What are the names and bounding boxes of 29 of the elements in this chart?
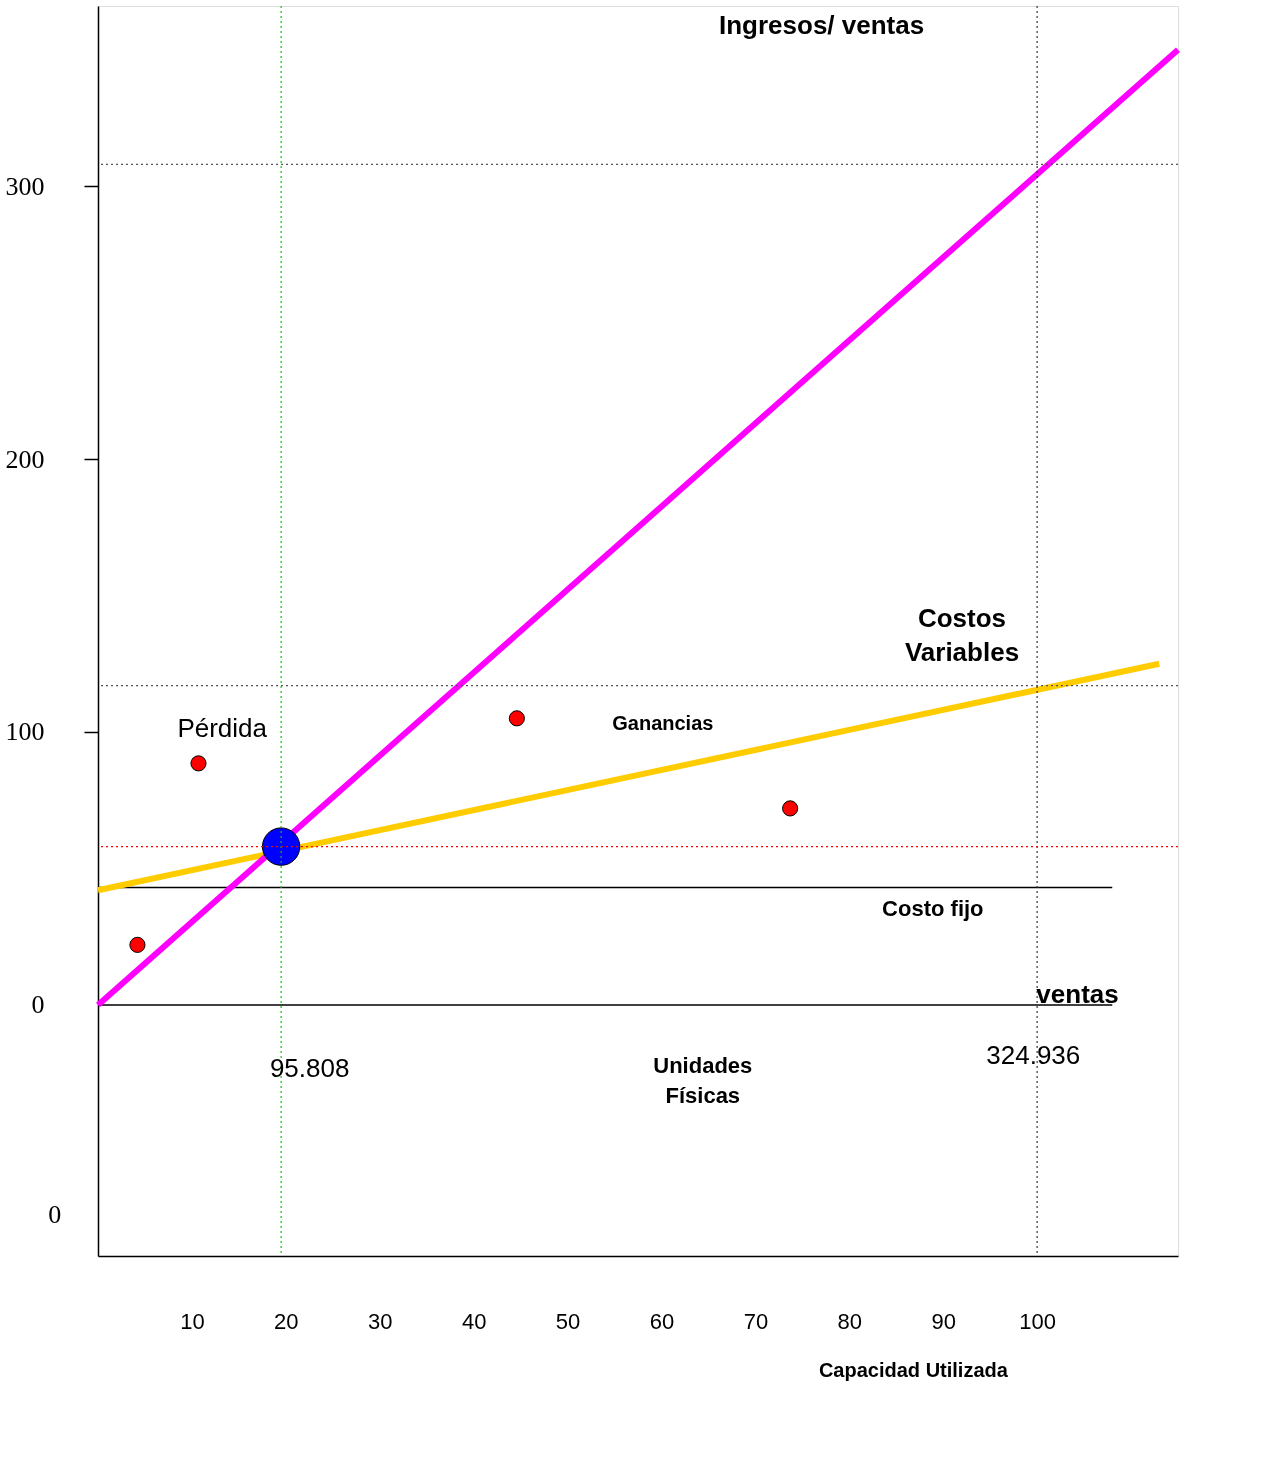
annotation: Pérdida [177, 712, 268, 743]
x-tick-label: 40 [461, 1308, 487, 1334]
x-tick-label: 50 [555, 1308, 581, 1334]
x-tick-label: 10 [180, 1308, 205, 1334]
annotation: Ganancias [612, 711, 714, 734]
annotation: 95.808 [269, 1052, 350, 1083]
x-tick-label: 90 [931, 1308, 956, 1334]
point [190, 755, 207, 772]
x-tick-label: 30 [368, 1308, 393, 1334]
x-axis-title: Capacidad Utilizada [818, 1359, 1009, 1381]
x-tick-label: 80 [837, 1308, 863, 1334]
x-tick-label: 60 [649, 1308, 675, 1334]
x-tick-label: 20 [274, 1308, 299, 1334]
y-tick-label: 100 [5, 717, 45, 747]
annotation: Ingresos/ ventas [719, 10, 925, 40]
annotation: Costo fijo [882, 895, 984, 921]
point [508, 710, 525, 727]
annotation: Unidades Físicas [653, 1053, 753, 1108]
annotation: 324.936 [986, 1040, 1081, 1070]
annotation: ventas [1036, 978, 1119, 1009]
x-tick-label: 100 [1019, 1308, 1056, 1334]
y-tick-label: 0 [31, 990, 45, 1020]
y-tick-label: 300 [5, 171, 45, 201]
x-tick-label: 70 [743, 1308, 769, 1334]
point [129, 936, 146, 953]
annotation: Costos Variables [904, 602, 1020, 667]
point [782, 800, 799, 817]
point [261, 827, 301, 866]
y-tick-label: 200 [5, 444, 45, 474]
